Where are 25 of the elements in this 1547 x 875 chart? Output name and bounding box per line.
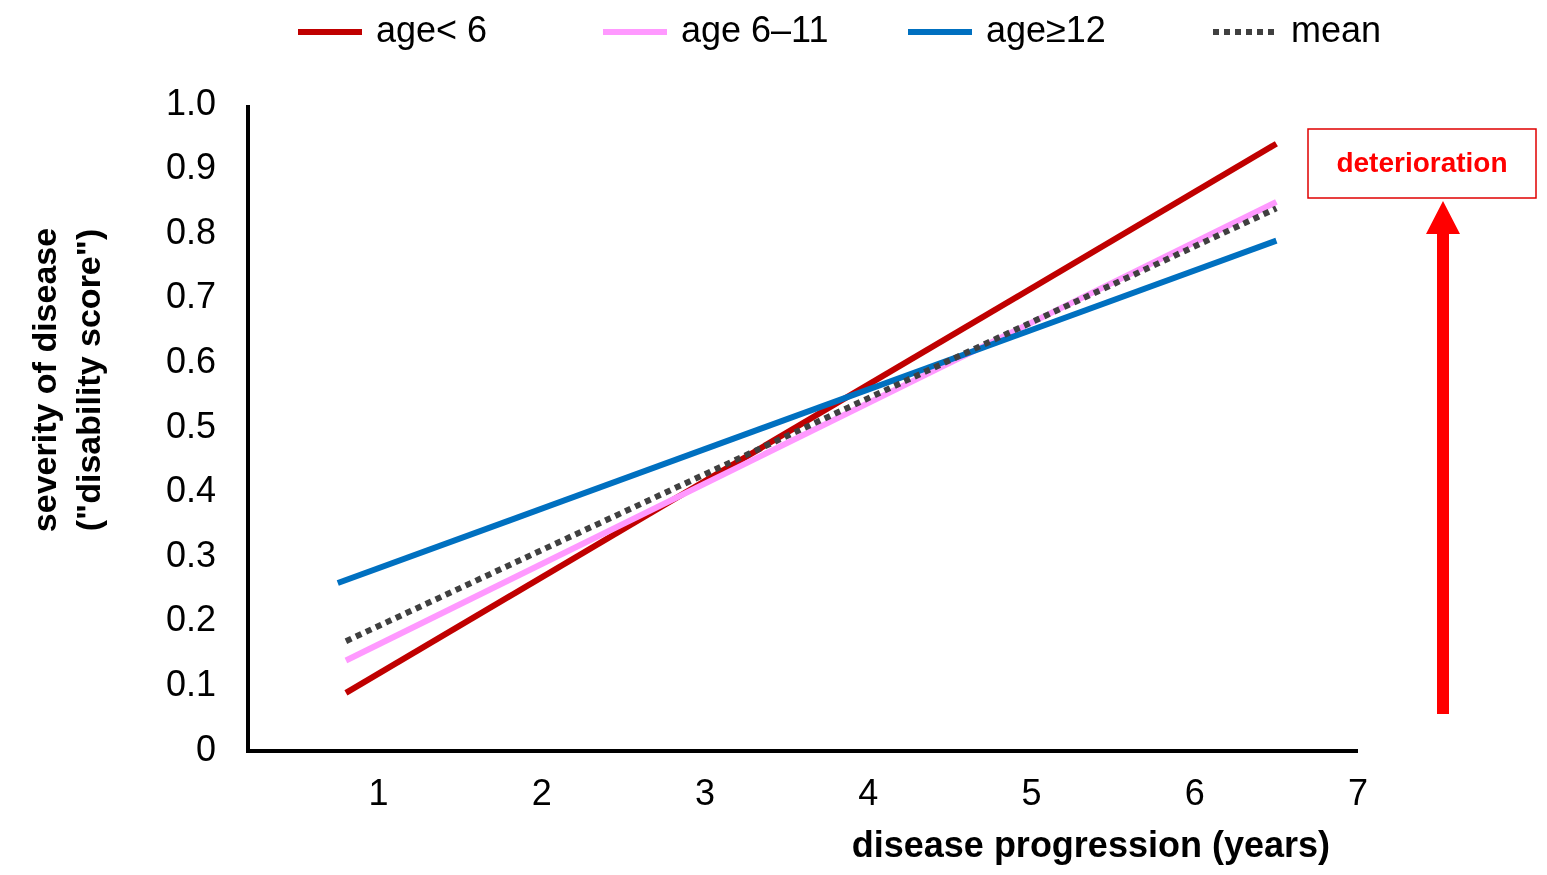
y-tick-label: 0.1 <box>165 662 216 704</box>
x-tick-label: 5 <box>1021 771 1042 813</box>
y-tick-label: 0.9 <box>165 146 216 188</box>
x-tick-label: 1 <box>368 771 389 813</box>
legend-label: age≥12 <box>986 8 1106 50</box>
y-tick-label: 0.5 <box>165 404 216 446</box>
x-axis-title: disease progression (years) <box>851 824 1330 865</box>
x-tick-label: 7 <box>1347 771 1369 813</box>
y-tick-label: 0 <box>195 727 216 769</box>
x-tick-label: 6 <box>1184 771 1205 813</box>
legend-label: mean <box>1291 8 1382 50</box>
y-tick-label: 0.6 <box>165 339 216 381</box>
legend-label: age 6–11 <box>681 8 829 50</box>
x-tick-label: 4 <box>858 771 879 813</box>
y-tick-label: 0.2 <box>165 598 216 640</box>
x-tick-label: 3 <box>695 771 716 813</box>
y-axis-title: severity of disease ("disability score") <box>25 227 107 533</box>
y-tick-label: 0.4 <box>165 469 216 511</box>
x-tick-label: 2 <box>531 771 552 813</box>
legend-label: age< 6 <box>376 8 488 50</box>
y-tick-label: 1.0 <box>165 81 216 123</box>
y-tick-label: 0.3 <box>165 533 216 575</box>
y-tick-label: 0.8 <box>165 210 216 252</box>
y-tick-label: 0.7 <box>165 275 216 317</box>
annotation: deterioration <box>1336 147 1508 179</box>
